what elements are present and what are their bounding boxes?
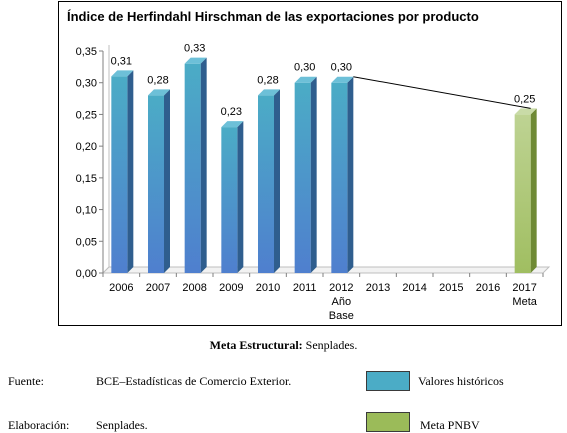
bar-side bbox=[274, 89, 280, 274]
bar bbox=[111, 76, 128, 273]
y-tick-label: 0,25 bbox=[76, 109, 97, 121]
legend-label-goal: Meta PNBV bbox=[420, 418, 480, 432]
x-tick-label: 2016 bbox=[476, 282, 500, 294]
chart-frame: Índice de Herfindahl Hirschman de las ex… bbox=[58, 1, 562, 326]
prepared-label: Elaboración: bbox=[8, 418, 70, 432]
bar-top bbox=[294, 76, 317, 83]
bar-side bbox=[237, 121, 244, 273]
source-text: BCE–Estadísticas de Comercio Exterior. bbox=[96, 374, 292, 388]
bar bbox=[184, 63, 201, 273]
prepared-text: Senplades. bbox=[96, 418, 148, 432]
x-tick-label: 2017 bbox=[512, 282, 536, 294]
bar-side bbox=[127, 70, 134, 273]
data-label: 0,30 bbox=[294, 62, 315, 74]
legend-label-historic: Valores históricos bbox=[418, 374, 504, 388]
legend-swatch-historic bbox=[366, 371, 410, 391]
chart-svg: Índice de Herfindahl Hirschman de las ex… bbox=[67, 9, 551, 322]
trend-line bbox=[353, 76, 531, 109]
bar-side bbox=[347, 76, 354, 273]
y-tick-label: 0,10 bbox=[76, 205, 97, 217]
data-label: 0,28 bbox=[257, 74, 278, 86]
bar-top bbox=[184, 57, 207, 64]
y-tick-label: 0,30 bbox=[76, 78, 97, 90]
x-tick-label: 2010 bbox=[256, 282, 280, 294]
x-tick-label: Meta bbox=[512, 296, 537, 308]
bar-side bbox=[164, 89, 170, 274]
y-tick-label: 0,20 bbox=[76, 141, 97, 153]
bar bbox=[294, 82, 311, 273]
source-label: Fuente: bbox=[8, 374, 44, 388]
y-tick-label: 0,05 bbox=[76, 236, 97, 248]
bar-side bbox=[310, 76, 317, 273]
bar-top bbox=[111, 70, 134, 77]
x-tick-label: 2011 bbox=[293, 282, 317, 294]
bar bbox=[221, 127, 238, 273]
bar bbox=[514, 114, 531, 273]
x-tick-label: 2007 bbox=[146, 282, 170, 294]
x-tick-label: 2009 bbox=[219, 282, 243, 294]
meta-value: Senplades. bbox=[302, 338, 358, 352]
bar bbox=[258, 95, 274, 274]
bar-top bbox=[331, 76, 354, 83]
data-label: 0,28 bbox=[147, 74, 168, 86]
data-label: 0,25 bbox=[514, 93, 535, 105]
data-label: 0,30 bbox=[331, 62, 352, 74]
meta-label: Meta Estructural: bbox=[209, 338, 303, 352]
legend-swatch-goal bbox=[366, 412, 410, 432]
data-label: 0,33 bbox=[184, 43, 205, 55]
bar bbox=[148, 95, 164, 274]
data-label: 0,31 bbox=[111, 55, 132, 67]
x-tick-label: 2012 bbox=[329, 282, 353, 294]
x-tick-label: 2006 bbox=[109, 282, 133, 294]
bar-top bbox=[514, 108, 537, 115]
chart-floor bbox=[101, 266, 551, 274]
bar-top bbox=[258, 89, 280, 96]
bar-top bbox=[148, 89, 170, 96]
meta-line: Meta Estructural: Senplades. bbox=[0, 338, 567, 353]
data-label: 0,23 bbox=[221, 106, 242, 118]
bar-side bbox=[200, 57, 207, 273]
y-tick-label: 0,00 bbox=[76, 268, 97, 280]
y-tick-label: 0,35 bbox=[76, 46, 97, 58]
x-tick-label: 2013 bbox=[366, 282, 390, 294]
x-tick-label: 2015 bbox=[439, 282, 463, 294]
bar-side bbox=[530, 108, 537, 273]
y-tick-label: 0,15 bbox=[76, 173, 97, 185]
back-wall-edge bbox=[102, 45, 110, 274]
x-tick-label: Año bbox=[332, 296, 352, 308]
x-tick-label: Base bbox=[329, 310, 354, 322]
x-tick-label: 2014 bbox=[402, 282, 426, 294]
x-tick-label: 2008 bbox=[182, 282, 206, 294]
bar bbox=[331, 82, 348, 273]
chart-title: Índice de Herfindahl Hirschman de las ex… bbox=[67, 9, 479, 24]
bar-top bbox=[221, 121, 244, 128]
